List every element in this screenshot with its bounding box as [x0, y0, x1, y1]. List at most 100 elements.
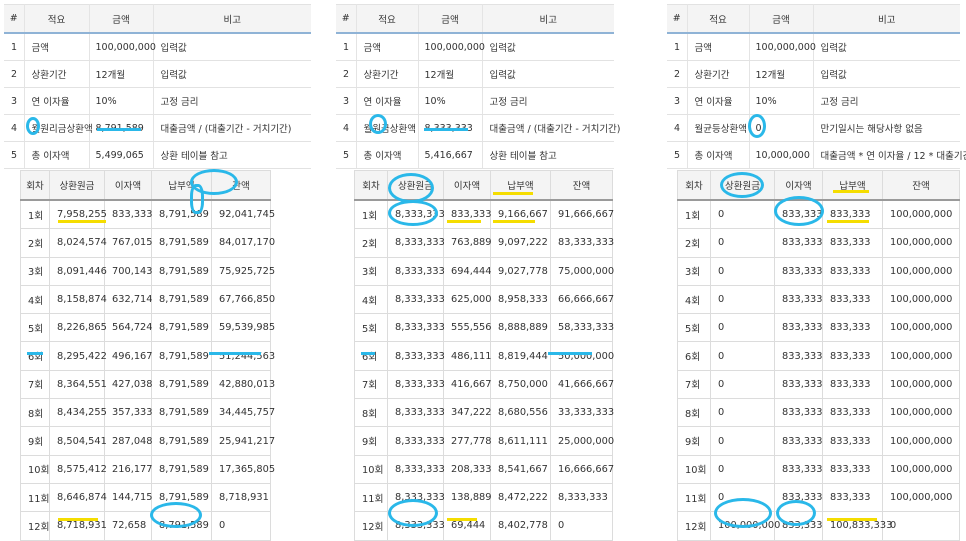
table-row: 1회 7,958,255 833,333 8,791,589 92,041,745: [20, 199, 275, 230]
col-header-interest: 이자액: [104, 170, 152, 201]
cell: 상환 테이블 참고: [482, 141, 614, 169]
cell: 입력값: [153, 60, 311, 88]
table-row: 7회 0 833,333 833,333 100,000,000: [677, 369, 960, 400]
cell: 2: [4, 60, 25, 88]
yellow-underline-mark: [447, 518, 477, 521]
cell: 8,434,255: [49, 398, 107, 428]
cell: 5: [667, 141, 688, 169]
cell: 7회: [20, 369, 50, 400]
blue-circle-mark: [714, 498, 772, 528]
cell: 9회: [354, 426, 388, 456]
col-header-note: 비고: [813, 4, 960, 34]
cell: 8,333,333: [387, 284, 445, 315]
table-row: 2회 8,024,574 767,015 8,791,589 84,017,170: [20, 228, 275, 258]
cell: 100,000,000: [882, 199, 960, 230]
cell: 8,575,412: [49, 454, 107, 484]
table-row: 2 상환기간 12개월 입력값: [667, 60, 960, 88]
cell: 1회: [354, 199, 388, 230]
cell: 8,791,589: [151, 426, 212, 456]
cell: 8,646,874: [49, 482, 107, 513]
cell: 100,000,000: [882, 228, 960, 258]
col-header-amount: 금액: [418, 4, 483, 34]
cell: 763,889: [443, 228, 492, 258]
cell: 486,111: [443, 341, 492, 371]
cell: 8,333,333: [387, 369, 445, 400]
col-header-payment: 납부액: [822, 170, 883, 201]
yellow-underline-mark: [827, 220, 869, 223]
cell: 3회: [20, 256, 50, 286]
table-row: 1 금액 100,000,000 입력값: [4, 33, 311, 61]
yellow-underline-mark: [58, 220, 106, 223]
cell: 8,472,222: [490, 482, 551, 513]
cell: 3회: [354, 256, 388, 286]
cell: 100,000,000: [882, 398, 960, 428]
cell: 1: [4, 33, 25, 61]
cell: 700,143: [104, 256, 153, 286]
cell: 100,000,000: [89, 33, 156, 61]
cell: 833,333: [774, 454, 823, 484]
cell: 8,333,333: [387, 256, 445, 286]
cell: 금액: [687, 33, 750, 61]
cell: 25,000,000: [550, 426, 614, 456]
cell: 287,048: [104, 426, 153, 456]
cell: 8,226,865: [49, 313, 107, 343]
cell: 2회: [354, 228, 388, 258]
cell: 100,000,000: [882, 313, 960, 343]
cell: 2회: [20, 228, 50, 258]
cell: 833,333: [774, 313, 823, 343]
yellow-underline-mark: [548, 352, 592, 355]
cell: 833,333: [774, 341, 823, 371]
col-header-principal: 상환원금: [49, 170, 105, 201]
table-row: 2 상환기간 12개월 입력값: [336, 60, 614, 88]
cell: 138,889: [443, 482, 492, 513]
cell: 4: [667, 114, 688, 142]
schedule-body: 1회 8,333,333 833,333 9,166,667 91,666,667 2회 8…: [354, 199, 614, 541]
cell: 5: [4, 141, 25, 169]
cell: 5회: [354, 313, 388, 343]
table-row: 10회 8,575,412 216,177 8,791,589 17,365,805: [20, 454, 275, 484]
cell: 총 이자액: [687, 141, 750, 169]
cell: 금액: [24, 33, 90, 61]
cell: 357,333: [104, 398, 153, 428]
cell: 8,718,931: [49, 511, 107, 541]
cell: 833,333: [822, 482, 883, 513]
table-row: 4월원리금상환액8,791,589대출금액 / (대출기간 - 거치기간): [4, 114, 311, 142]
cell: 연 이자율: [687, 87, 750, 115]
yellow-underline-mark: [97, 128, 141, 131]
cell: 833,333: [443, 199, 492, 230]
cell: 5: [336, 141, 357, 169]
cell: 33,333,333: [550, 398, 614, 428]
col-header-round: 회차: [354, 170, 388, 201]
cell: 84,017,170: [211, 228, 275, 258]
cell: 8,333,333: [550, 482, 613, 513]
cell: 5회: [20, 313, 50, 343]
cell: 2회: [677, 228, 711, 258]
cell: 0: [710, 313, 775, 343]
table-row: 9회 8,333,333 277,778 8,611,111 25,000,000: [354, 426, 614, 456]
cell: 833,333: [774, 398, 823, 428]
cell: 8,158,874: [49, 284, 107, 315]
cell: 9,166,667: [490, 199, 551, 230]
schedule-body: 1회 7,958,255 833,333 8,791,589 92,041,745 2회 8…: [20, 199, 275, 541]
cell: 대출금액 * 연 이자율 / 12 * 대출기간(월): [813, 141, 966, 169]
cell: 3회: [677, 256, 711, 286]
cell: 58,333,333: [550, 313, 614, 343]
cell: 833,333: [822, 454, 883, 484]
schedule-table-2: 회차 상환원금 이자액 납부액 잔액 1회 8,333,333 833,333 9,1…: [354, 170, 614, 541]
cell: 833,333: [774, 284, 823, 315]
col-header-no: #: [4, 4, 25, 34]
cell: 42,880,013: [211, 369, 275, 400]
cell: 833,333: [104, 199, 153, 230]
table-row: 6회 8,295,422 496,167 8,791,589 51,244,563: [20, 341, 275, 371]
cell: 5,416,667: [418, 141, 483, 169]
table-row: 7회 8,364,551 427,038 8,791,589 42,880,013: [20, 369, 275, 400]
cell: 34,445,757: [211, 398, 275, 428]
table-row: 11회 8,646,874 144,715 8,791,589 8,718,931: [20, 482, 271, 513]
cell: 833,333: [774, 426, 823, 456]
cell: 1회: [677, 199, 711, 230]
cell: 8,504,541: [49, 426, 107, 456]
cell: 11회: [354, 482, 388, 513]
col-header-round: 회차: [677, 170, 711, 201]
col-header-item: 적요: [356, 4, 419, 34]
schedule-body: 1회 0 833,333 833,333 100,000,000 2회 0 833,333 83…: [677, 199, 960, 541]
